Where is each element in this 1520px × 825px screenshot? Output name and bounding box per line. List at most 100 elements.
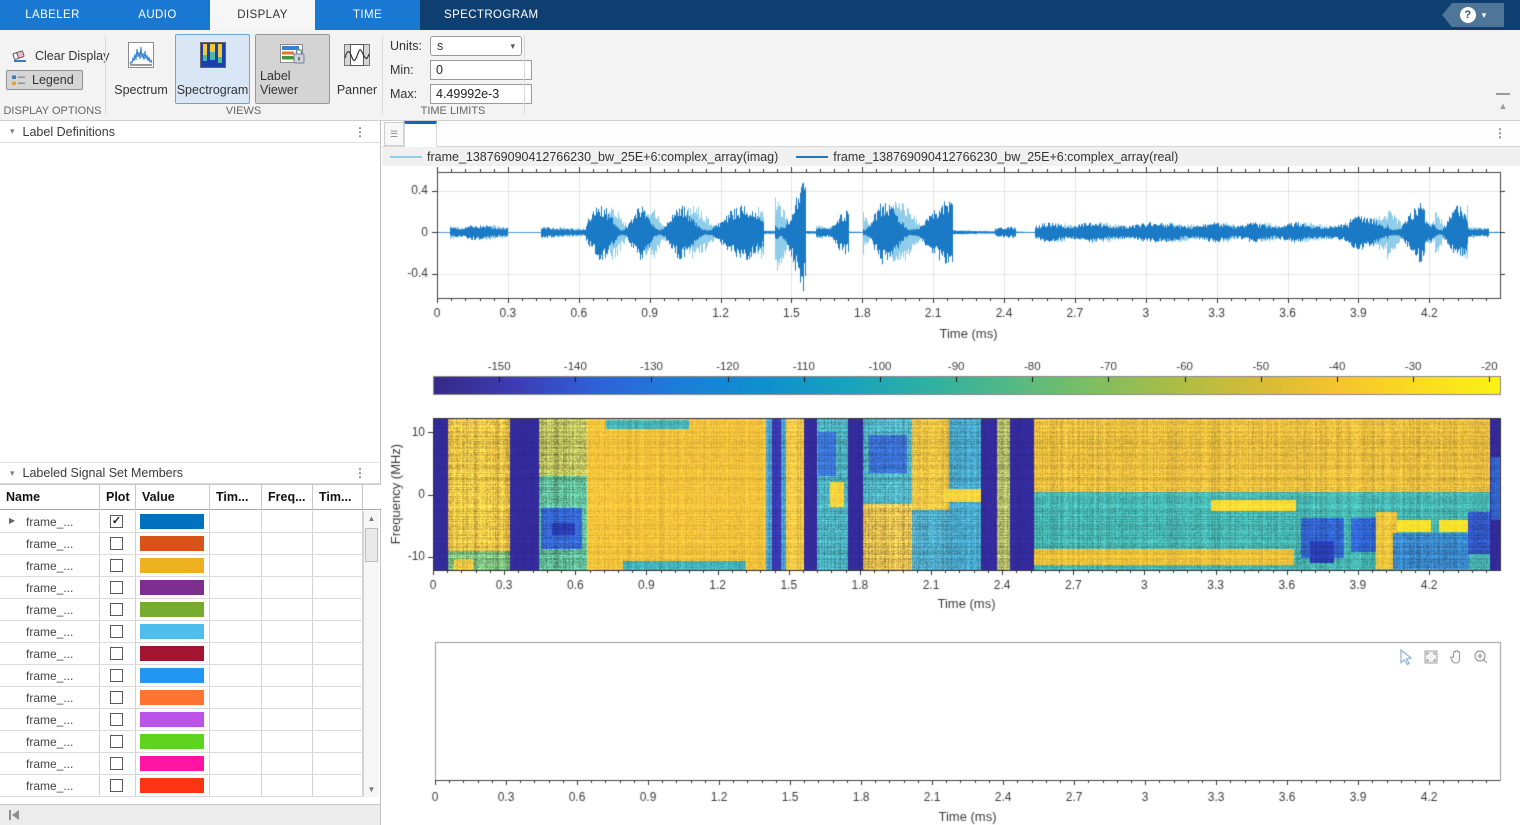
pan-hand-icon[interactable] [1447, 648, 1465, 666]
scrollbar-thumb[interactable] [365, 528, 378, 562]
clear-display-label: Clear Display [35, 48, 110, 63]
tab-display[interactable]: DISPLAY [210, 0, 315, 30]
plot-checkbox[interactable] [110, 669, 123, 682]
color-swatch [140, 536, 204, 551]
color-swatch [140, 558, 204, 573]
clear-display-button[interactable]: Clear Display [6, 45, 118, 66]
collapse-icon[interactable]: ▾ [10, 126, 15, 136]
panner-plot[interactable] [382, 630, 1520, 825]
table-row[interactable]: frame_... [0, 643, 363, 665]
expander-icon[interactable]: ▶ [9, 516, 16, 525]
fit-view-icon[interactable] [1422, 648, 1440, 666]
label-viewer-label: Label Viewer [260, 69, 298, 97]
spectrogram-button[interactable]: Spectrogram [175, 34, 250, 104]
plot-checkbox[interactable] [110, 757, 123, 770]
spectrogram-label: Spectrogram [176, 83, 249, 97]
column-freq[interactable]: Freq... [262, 485, 313, 509]
row-name-cell: frame_... [0, 643, 100, 664]
help-button[interactable]: ? ▾ [1442, 3, 1504, 27]
table-scrollbar[interactable]: ▲ ▼ [363, 511, 379, 797]
row-name-cell: frame_... [0, 709, 100, 730]
collapse-ribbon-button[interactable]: ▲ [1496, 93, 1510, 114]
color-swatch [140, 602, 204, 617]
tab-group: LABELER AUDIO DISPLAY TIME [0, 0, 420, 30]
legend-toggle-button[interactable]: Legend [6, 70, 83, 90]
max-input[interactable] [430, 84, 532, 104]
color-swatch [140, 580, 204, 595]
zoom-in-icon[interactable] [1472, 648, 1490, 666]
pane-menu-icon[interactable]: ⋮ [1494, 126, 1506, 140]
waveform-plot[interactable] [382, 166, 1520, 351]
table-row[interactable]: frame_... [0, 555, 363, 577]
min-input[interactable] [430, 60, 532, 80]
color-swatch [140, 734, 204, 749]
min-row: Min: [390, 60, 532, 80]
max-row: Max: [390, 84, 532, 104]
row-name-cell: frame_... [0, 775, 100, 796]
tab-labeler[interactable]: LABELER [25, 9, 80, 21]
active-document-tab[interactable] [404, 121, 437, 147]
plot-checkbox[interactable] [110, 603, 123, 616]
members-header[interactable]: ▾ Labeled Signal Set Members ⋮ [0, 462, 380, 484]
tab-spectrogram[interactable]: SPECTROGRAM [444, 9, 539, 21]
legend-entry-imag[interactable]: frame_138769090412766230_bw_25E+6:comple… [390, 150, 778, 164]
column-name[interactable]: Name [0, 485, 100, 509]
hamburger-menu-icon[interactable]: ☰ [384, 122, 404, 146]
table-row[interactable]: frame_... [0, 533, 363, 555]
tab-audio[interactable]: AUDIO [138, 9, 177, 21]
plot-checkbox[interactable] [110, 537, 123, 550]
collapse-panel-icon[interactable] [9, 810, 19, 820]
units-select[interactable]: s ▾ [430, 36, 522, 56]
eraser-icon [12, 50, 26, 62]
column-value[interactable]: Value [136, 485, 210, 509]
scroll-down-icon[interactable]: ▼ [367, 785, 376, 794]
panel-menu-icon[interactable]: ⋮ [354, 466, 366, 480]
row-name-cell: frame_... [0, 687, 100, 708]
label-definitions-header[interactable]: ▾ Label Definitions ⋮ [0, 121, 380, 143]
plot-checkbox[interactable] [110, 691, 123, 704]
legend-entry-real[interactable]: frame_138769090412766230_bw_25E+6:comple… [796, 150, 1178, 164]
column-time1[interactable]: Tim... [210, 485, 262, 509]
row-name-cell: frame_... [0, 533, 100, 554]
table-row[interactable]: frame_... [0, 687, 363, 709]
table-row[interactable]: ▶ frame_... ✓ [0, 511, 363, 533]
plot-checkbox[interactable] [110, 559, 123, 572]
plot-checkbox[interactable] [110, 647, 123, 660]
table-row[interactable]: frame_... [0, 665, 363, 687]
table-row[interactable]: frame_... [0, 709, 363, 731]
spectrum-label: Spectrum [114, 83, 168, 97]
plot-checkbox[interactable] [110, 625, 123, 638]
column-time2[interactable]: Tim... [313, 485, 363, 509]
spectrogram-icon [199, 42, 226, 68]
color-swatch [140, 624, 204, 639]
plot-checkbox[interactable] [110, 713, 123, 726]
table-row[interactable]: frame_... [0, 621, 363, 643]
min-label: Min: [390, 63, 414, 77]
spectrogram-plot[interactable] [382, 352, 1520, 620]
panel-menu-icon[interactable]: ⋮ [354, 124, 366, 139]
row-name-cell: frame_... [0, 577, 100, 598]
color-swatch [140, 690, 204, 705]
tab-time[interactable]: TIME [352, 9, 383, 21]
toolstrip-tabbar: LABELER AUDIO DISPLAY TIME SPECTROGRAM ?… [0, 0, 1520, 30]
scroll-up-icon[interactable]: ▲ [367, 514, 376, 523]
spectrum-button[interactable]: Spectrum [112, 34, 170, 104]
plot-checkbox[interactable]: ✓ [110, 515, 123, 528]
plot-checkbox[interactable] [110, 779, 123, 792]
units-row: Units: s ▾ [390, 36, 522, 56]
plot-checkbox[interactable] [110, 735, 123, 748]
table-row[interactable]: frame_... [0, 753, 363, 775]
help-icon: ? [1459, 7, 1476, 23]
label-viewer-button[interactable]: Label Viewer [255, 34, 330, 104]
table-row[interactable]: frame_... [0, 577, 363, 599]
cursor-tool-icon[interactable] [1397, 648, 1415, 666]
table-row[interactable]: frame_... [0, 731, 363, 753]
row-name-cell: frame_... [0, 731, 100, 752]
collapse-icon[interactable]: ▾ [10, 467, 15, 478]
plot-checkbox[interactable] [110, 581, 123, 594]
table-row[interactable]: frame_... [0, 775, 363, 797]
table-row[interactable]: frame_... [0, 599, 363, 621]
panner-button[interactable]: Panner [333, 34, 381, 104]
units-value: s [437, 39, 444, 53]
column-plot[interactable]: Plot [100, 485, 136, 509]
